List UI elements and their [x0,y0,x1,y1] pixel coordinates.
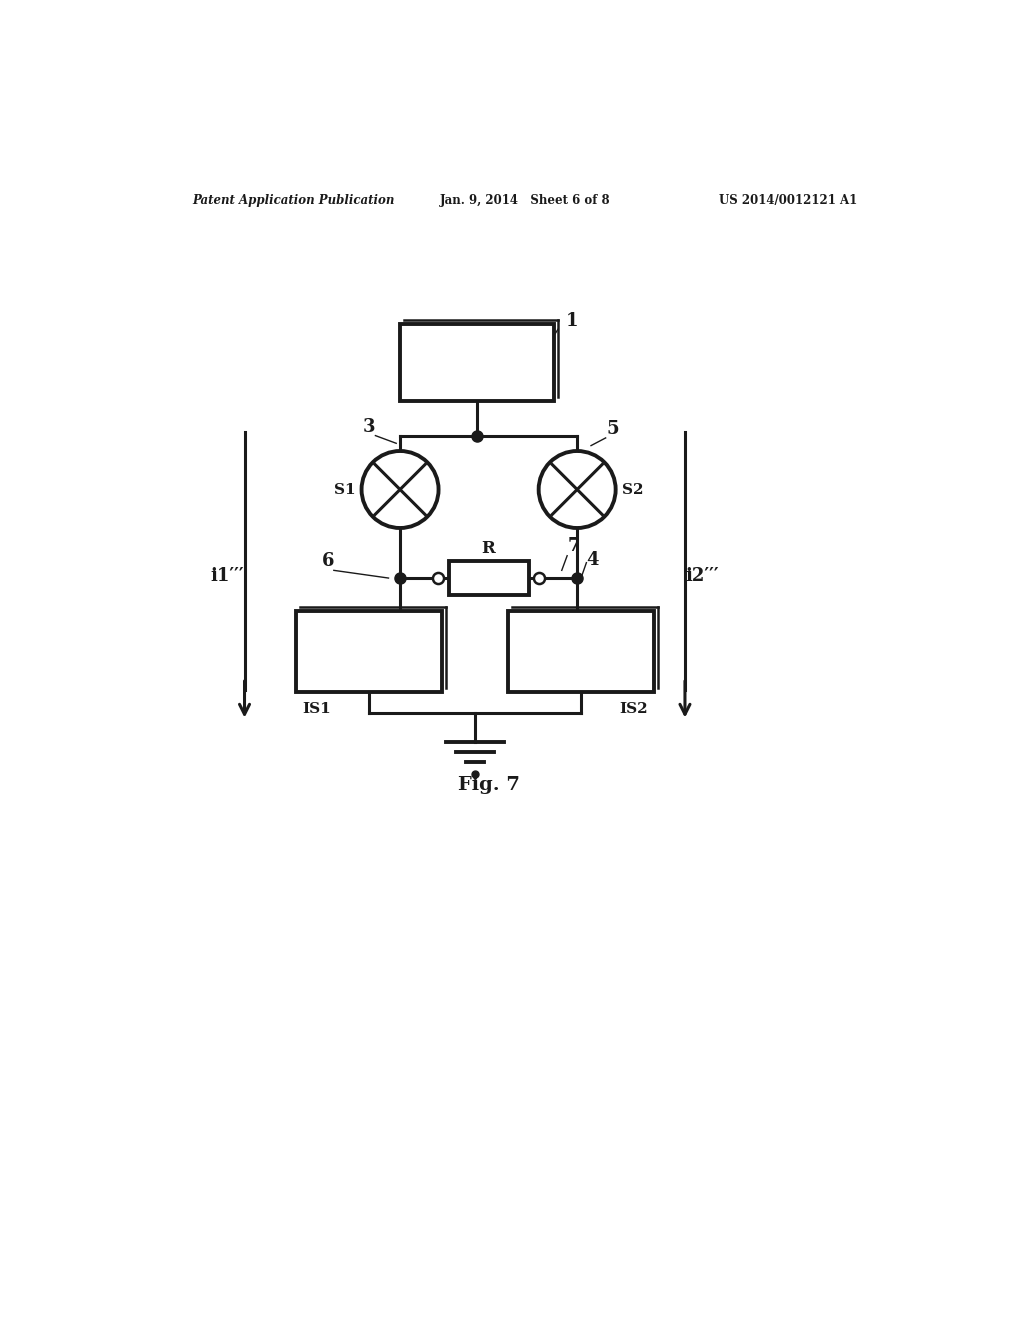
Bar [296,611,442,692]
Circle shape [361,451,438,528]
Text: 3: 3 [364,417,376,436]
Text: 7: 7 [568,537,581,556]
Text: US 2014/0012121 A1: US 2014/0012121 A1 [719,194,857,207]
Bar [508,611,654,692]
Bar [449,561,528,595]
Text: S1: S1 [334,483,355,496]
Text: i2′′′: i2′′′ [685,568,719,585]
Text: Jan. 9, 2014   Sheet 6 of 8: Jan. 9, 2014 Sheet 6 of 8 [439,194,610,207]
Text: S2: S2 [622,483,643,496]
Text: i1′′′: i1′′′ [211,568,245,585]
Circle shape [539,451,615,528]
Text: 5: 5 [606,420,620,438]
Text: IS1: IS1 [302,702,331,715]
Text: 4: 4 [587,550,599,569]
Text: IS2: IS2 [620,702,648,715]
Text: R: R [481,540,496,557]
Text: Fig. 7: Fig. 7 [458,776,519,793]
Text: 1: 1 [565,313,579,330]
Bar [400,323,554,401]
Text: Patent Application Publication: Patent Application Publication [193,194,394,207]
Text: 6: 6 [322,553,334,570]
